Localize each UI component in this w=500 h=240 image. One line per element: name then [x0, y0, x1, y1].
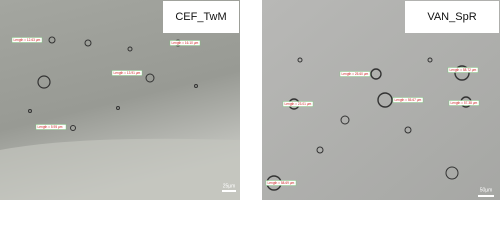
measurement-tag-box — [339, 71, 371, 77]
measurement-label: Length = 55.67 µm — [395, 98, 422, 102]
measurement-label: Length = 58.69 µm — [268, 181, 295, 185]
measurement-tag-box — [448, 100, 480, 106]
measurement-tag-box — [111, 70, 143, 76]
panel-label: VAN_SpR — [427, 11, 476, 23]
left-image: CEF_TwM 25µm Length = 12.63 µm Length = 16.… — [0, 0, 240, 200]
measurement-label: Length = 23.01 µm — [285, 102, 312, 106]
measurement-tag-box — [11, 37, 43, 43]
measurement-label: Length = 58.72 µm — [450, 68, 477, 72]
measurement-tag-box — [447, 67, 479, 73]
scale-bar-label: 25µm — [223, 183, 236, 189]
right-image: VAN_SpR 50µm Length = 25.60 µm Length = 58.… — [262, 0, 500, 200]
measurement-label: Length = 13.91 µm — [114, 71, 141, 75]
figure: CEF_TwM 25µm Length = 12.63 µm Length = 16.… — [0, 0, 500, 200]
measurement-tag-box — [265, 180, 297, 186]
page: CEF_TwM 25µm Length = 12.63 µm Length = 16.… — [0, 0, 500, 200]
measurement-label: Length = 57.38 µm — [451, 101, 478, 105]
panel-label: CEF_TwM — [175, 11, 226, 23]
measurement-tag-box — [35, 124, 67, 130]
measurement-label: Length = 16.10 µm — [172, 41, 199, 45]
measurement-tag-box — [169, 40, 201, 46]
measurement-tag-box — [282, 101, 314, 107]
scale-bar-label: 50µm — [480, 187, 493, 193]
measurement-label: Length = 5.95 µm — [38, 125, 63, 129]
measurement-tag-box — [392, 97, 424, 103]
measurement-label: Length = 25.60 µm — [342, 72, 369, 76]
measurement-label: Length = 12.63 µm — [14, 38, 41, 42]
